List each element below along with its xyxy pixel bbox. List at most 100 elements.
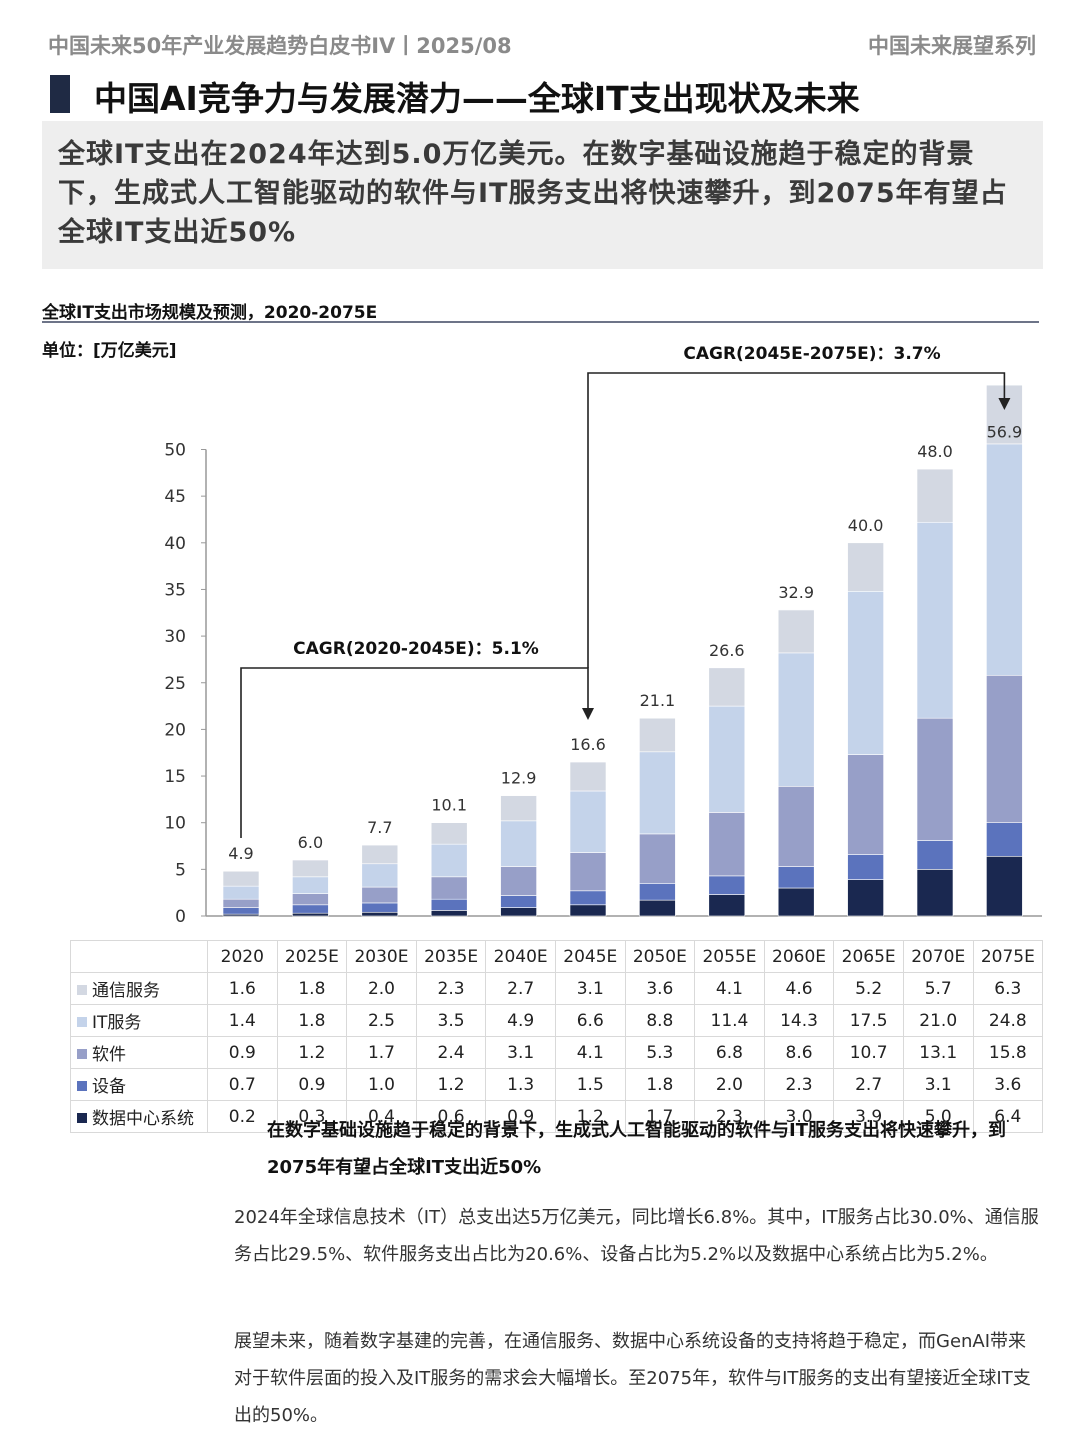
- x-tick-label: 2035E: [415, 940, 487, 973]
- table-cell: 3.1: [485, 1036, 556, 1069]
- bar-segment: [639, 899, 676, 917]
- table-cell: 2.4: [415, 1036, 487, 1069]
- bar-segment: [708, 812, 746, 877]
- bar-segment: [292, 859, 329, 878]
- table-cell: 13.1: [902, 1036, 974, 1069]
- legend-entry: 软件: [70, 1036, 208, 1069]
- table-cell: 6.8: [694, 1036, 765, 1069]
- cagr-arrowhead-icon: [998, 398, 1011, 410]
- table-cell: 24.8: [972, 1004, 1044, 1037]
- y-tick-label: 5: [175, 860, 186, 880]
- bar-segment: [500, 795, 537, 822]
- bar-segment: [777, 652, 815, 787]
- bar-segment: [292, 904, 329, 914]
- table-cell: 1.7: [346, 1036, 417, 1069]
- table-cell: 1.2: [554, 1100, 626, 1133]
- table-cell: 6.4: [972, 1100, 1044, 1133]
- table-row: 数据中心系统 0.2 0.3 0.4 0.6 0.9 1.2 1.7 2.3 3.0 3.9 5.0 6…: [70, 1100, 1044, 1133]
- table-cell: 0.3: [276, 1100, 348, 1133]
- bar-total-label: 56.9: [987, 423, 1023, 442]
- table-cell: 0.9: [485, 1100, 556, 1133]
- legend-entry: IT服务: [70, 1004, 208, 1037]
- table-row: 设备 0.7 0.9 1.0 1.2 1.3 1.5 1.8 2.0 2.3 2.7 3.1 3.6: [70, 1068, 1044, 1101]
- bar-segment: [847, 542, 884, 592]
- bar-segment: [430, 843, 468, 878]
- cagr-bracket-line: [240, 667, 589, 838]
- table-cell: 2.7: [833, 1068, 904, 1101]
- bar-segment: [777, 786, 815, 867]
- table-cell: 10.7: [833, 1036, 904, 1069]
- x-tick-label: 2075E: [972, 940, 1044, 973]
- table-cell: 3.6: [972, 1068, 1044, 1101]
- table-cell: 3.9: [833, 1100, 904, 1133]
- data-table: 2020 2025E 2030E 2035E 2040E 2045E 2050E 2055E 2…: [70, 940, 1044, 1133]
- bar-segment: [430, 876, 468, 900]
- y-tick-label: 20: [164, 720, 186, 740]
- bar-segment: [708, 667, 746, 707]
- y-tick-label: 0: [175, 907, 186, 927]
- cagr-label: CAGR(2020-2045E)：5.1%: [293, 639, 539, 659]
- y-tick-label: 35: [164, 580, 186, 600]
- bar-segment: [292, 876, 329, 894]
- bar-segment: [569, 904, 607, 917]
- bar-segment: [569, 790, 607, 853]
- table-cell: 8.6: [763, 1036, 835, 1069]
- table-cell: 0.4: [346, 1100, 417, 1133]
- bar-segment: [847, 754, 884, 855]
- bar-segment: [361, 844, 399, 865]
- cagr-bracket-line: [587, 372, 1006, 668]
- cagr-label: CAGR(2045E-2075E)：3.7%: [683, 344, 940, 364]
- table-cell: 2.7: [485, 972, 556, 1005]
- bar-segment: [639, 883, 676, 901]
- table-corner-cell: [70, 940, 208, 973]
- table-cell: 2.0: [694, 1068, 765, 1101]
- bar-segment: [500, 866, 537, 896]
- x-tick-label: 2025E: [276, 940, 348, 973]
- bar-total-label: 16.6: [570, 735, 606, 754]
- bar-total-label: 10.1: [431, 796, 467, 815]
- bar-total-label: 4.9: [228, 844, 253, 863]
- table-cell: 3.1: [554, 972, 626, 1005]
- table-cell: 5.0: [902, 1100, 974, 1133]
- legend-swatch-icon: [77, 1113, 87, 1123]
- table-cell: 1.8: [276, 972, 348, 1005]
- bar-segment: [708, 705, 746, 813]
- table-cell: 4.1: [694, 972, 765, 1005]
- x-tick-label: 2070E: [902, 940, 974, 973]
- header-report-title: 中国未来50年产业发展趋势白皮书IV丨2025/08: [48, 34, 512, 58]
- bar-segment: [361, 863, 399, 888]
- legend-swatch-icon: [77, 985, 87, 995]
- legend-label: 通信服务: [92, 981, 160, 1001]
- title-accent-bar: [50, 75, 70, 113]
- bar-segment: [916, 521, 954, 719]
- bar-segment: [986, 443, 1023, 676]
- bar-segment: [361, 902, 399, 913]
- y-tick-label: 25: [164, 674, 186, 694]
- table-cell: 3.0: [763, 1100, 835, 1133]
- cagr-arrowhead-icon: [582, 708, 594, 720]
- table-cell: 2.0: [346, 972, 417, 1005]
- table-cell: 0.2: [207, 1100, 278, 1133]
- bar-segment: [986, 674, 1023, 824]
- table-cell: 4.9: [485, 1004, 556, 1037]
- table-cell: 1.7: [624, 1100, 696, 1133]
- table-cell: 3.5: [415, 1004, 487, 1037]
- bar-segment: [639, 833, 676, 884]
- table-cell: 1.3: [485, 1068, 556, 1101]
- legend-swatch-icon: [77, 1081, 87, 1091]
- chart-unit: 单位：[万亿美元]: [42, 341, 177, 361]
- bar-segment: [847, 591, 884, 755]
- table-cell: 1.2: [276, 1036, 348, 1069]
- page-title: 中国AI竞争力与发展潜力——全球IT支出现状及未来: [94, 79, 860, 118]
- table-cell: 17.5: [833, 1004, 904, 1037]
- stacked-bar-chart: 0 5 10 15 20 25 30 35 40 45 50 4.9 6.0 7.7 10.1 12.9 16.…: [164, 344, 1042, 927]
- bar-segment: [500, 907, 537, 917]
- bar-segment: [916, 869, 954, 917]
- bar-segment: [986, 822, 1023, 857]
- paragraph-1: 2024年全球信息技术（IT）总支出达5万亿美元，同比增长6.8%。其中，IT服…: [234, 1207, 1039, 1265]
- bar-total-label: 32.9: [778, 583, 814, 602]
- bar-segment: [777, 609, 815, 654]
- x-tick-label: 2020: [207, 940, 278, 973]
- table-cell: 6.6: [554, 1004, 626, 1037]
- y-tick-label: 50: [164, 441, 186, 461]
